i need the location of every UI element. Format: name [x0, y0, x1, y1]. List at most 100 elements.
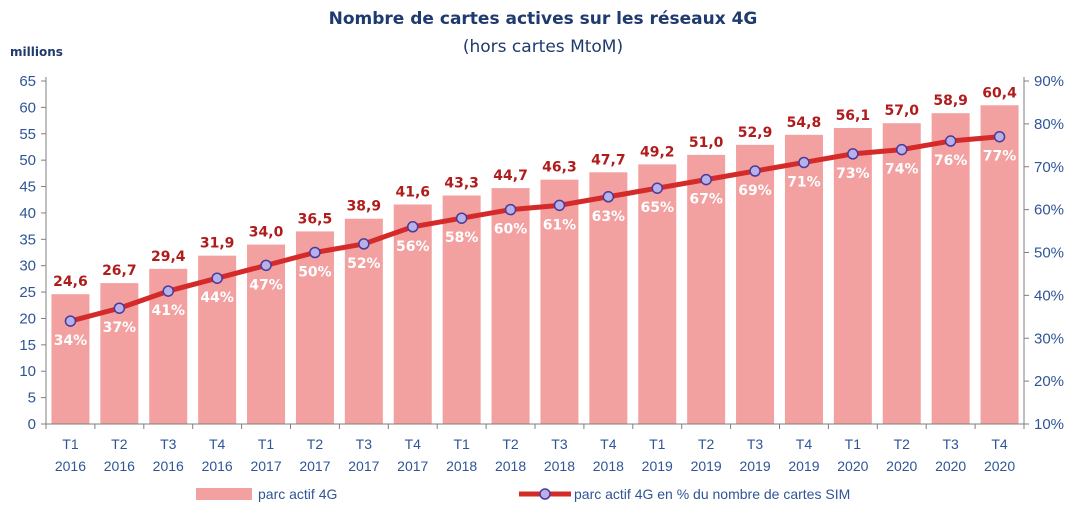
legend-line-marker [539, 488, 551, 500]
bar [344, 218, 383, 424]
y2-tick-label: 60% [1034, 202, 1064, 219]
percent-label: 67% [689, 192, 723, 208]
y-tick-label: 50 [19, 152, 36, 169]
x-tick-label-year: 2018 [593, 458, 624, 474]
y-tick-label: 45 [19, 179, 36, 196]
bar-value-label: 44,7 [493, 168, 528, 184]
y-tick-label: 20 [19, 310, 36, 327]
y2-tick-label: 20% [1034, 373, 1064, 390]
x-tick-label-quarter: T2 [307, 436, 324, 452]
percent-label: 61% [543, 217, 577, 233]
chart-subtitle: (hors cartes MtoM) [463, 37, 623, 57]
percent-label: 69% [738, 183, 772, 199]
percent-label: 71% [787, 174, 821, 190]
y-tick-label: 10 [19, 363, 36, 380]
x-tick-label-year: 2020 [984, 458, 1015, 474]
bar-value-label: 47,7 [591, 152, 626, 168]
x-tick-label-quarter: T3 [356, 436, 373, 452]
y2-tick-label: 70% [1034, 159, 1064, 176]
percent-label: 56% [396, 239, 430, 255]
bar-value-label: 36,5 [298, 211, 333, 227]
x-tick-label-year: 2020 [935, 458, 966, 474]
bar-value-label: 34,0 [249, 225, 284, 241]
percent-marker [651, 182, 663, 194]
bar-value-label: 54,8 [787, 115, 822, 131]
percent-marker [211, 272, 223, 284]
bar-value-label: 26,7 [102, 263, 137, 279]
bar [295, 231, 334, 424]
x-tick-label-quarter: T2 [111, 436, 128, 452]
bar-value-label: 56,1 [836, 108, 871, 124]
chart-title: Nombre de cartes actives sur les réseaux… [329, 9, 758, 29]
bar-value-label: 58,9 [933, 93, 968, 109]
percent-label: 74% [885, 162, 919, 178]
percent-marker [455, 212, 468, 224]
x-tick-label-year: 2020 [886, 458, 917, 474]
x-tick-label-year: 2019 [739, 458, 770, 474]
bar-value-label: 43,3 [444, 176, 479, 192]
percent-marker [309, 246, 321, 259]
bar-value-label: 31,9 [200, 236, 235, 252]
percent-marker [162, 285, 174, 297]
bar [980, 105, 1019, 424]
x-tick-label-quarter: T4 [600, 436, 617, 452]
x-tick-label-year: 2016 [104, 458, 135, 474]
y-tick-label: 30 [19, 258, 36, 275]
x-tick-label-year: 2019 [691, 458, 722, 474]
bar-value-label: 29,4 [151, 249, 186, 265]
x-tick-label-year: 2016 [55, 458, 86, 474]
percent-marker [553, 199, 566, 212]
bar-value-label: 46,3 [542, 160, 577, 176]
y2-tick-label: 40% [1034, 287, 1064, 304]
y-tick-label: 25 [19, 284, 36, 301]
percent-marker [358, 238, 370, 250]
percent-label: 58% [445, 230, 479, 246]
x-tick-label-quarter: T1 [62, 436, 79, 452]
y-tick-label: 15 [19, 337, 36, 354]
legend-bar-swatch [196, 488, 252, 500]
percent-marker [260, 259, 272, 272]
y-tick-label: 55 [19, 126, 36, 143]
x-tick-label-year: 2017 [348, 458, 379, 474]
percent-label: 76% [934, 153, 968, 169]
x-tick-label-quarter: T1 [258, 436, 275, 452]
percent-marker [602, 191, 615, 203]
x-tick-label-year: 2020 [837, 458, 868, 474]
y2-tick-label: 50% [1034, 245, 1064, 262]
y-axis-unit: millions [10, 45, 63, 59]
bar-value-label: 41,6 [395, 184, 430, 200]
percent-label: 63% [592, 209, 626, 225]
bar [833, 127, 872, 425]
legend-line-label: parc actif 4G en % du nombre de cartes S… [574, 486, 850, 502]
bar [882, 123, 921, 424]
percent-marker [798, 156, 810, 169]
percent-marker [113, 302, 126, 314]
percent-marker [64, 315, 77, 327]
x-tick-label-quarter: T1 [845, 436, 862, 452]
y-tick-label: 0 [28, 416, 36, 433]
bar [638, 164, 677, 425]
x-tick-label-year: 2016 [202, 458, 233, 474]
x-tick-label-year: 2017 [250, 458, 281, 474]
bar-value-label: 38,9 [347, 199, 382, 215]
percent-marker [944, 135, 957, 147]
percent-label: 77% [983, 149, 1017, 165]
percent-label: 44% [200, 290, 234, 306]
percent-marker [993, 130, 1006, 143]
bar [491, 188, 530, 424]
percent-label: 41% [151, 303, 185, 319]
percent-label: 73% [836, 166, 870, 182]
y2-tick-label: 90% [1034, 73, 1064, 90]
y-tick-label: 5 [28, 390, 36, 407]
bar-value-label: 57,0 [884, 103, 919, 119]
bar [931, 113, 970, 424]
percent-label: 34% [54, 333, 88, 349]
y-tick-label: 35 [19, 231, 36, 248]
bar-value-label: 49,2 [640, 144, 675, 160]
x-tick-label-year: 2017 [397, 458, 428, 474]
percent-marker [749, 165, 761, 177]
y2-tick-label: 80% [1034, 116, 1064, 133]
y-tick-label: 60 [19, 99, 36, 116]
percent-marker [896, 143, 908, 156]
